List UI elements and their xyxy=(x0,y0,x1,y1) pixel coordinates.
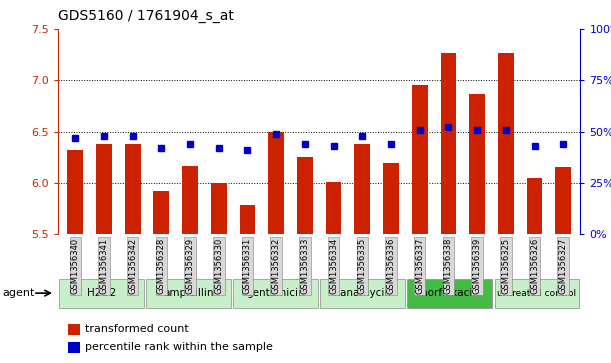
Bar xyxy=(240,205,255,234)
Bar xyxy=(297,157,313,234)
Text: GSM1356334: GSM1356334 xyxy=(329,238,338,294)
Bar xyxy=(498,53,514,234)
Text: GSM1356335: GSM1356335 xyxy=(358,238,367,294)
Text: GSM1356340: GSM1356340 xyxy=(71,238,80,294)
Text: agent: agent xyxy=(2,288,35,298)
Bar xyxy=(211,183,227,234)
Text: GSM1356331: GSM1356331 xyxy=(243,238,252,294)
Text: kanamycin: kanamycin xyxy=(334,288,391,298)
Text: percentile rank within the sample: percentile rank within the sample xyxy=(85,342,273,352)
Text: GSM1356328: GSM1356328 xyxy=(157,238,166,294)
Text: untreated control: untreated control xyxy=(497,289,577,298)
Text: GSM1356337: GSM1356337 xyxy=(415,238,424,294)
Text: norfloxacin: norfloxacin xyxy=(421,288,479,298)
Bar xyxy=(268,131,284,234)
FancyBboxPatch shape xyxy=(408,279,492,307)
Text: GSM1356325: GSM1356325 xyxy=(501,238,510,294)
Text: GSM1356336: GSM1356336 xyxy=(387,238,395,294)
Text: GSM1356326: GSM1356326 xyxy=(530,238,539,294)
Bar xyxy=(555,167,571,234)
Text: H2O2: H2O2 xyxy=(87,288,116,298)
Bar xyxy=(68,342,80,353)
Bar xyxy=(383,163,399,234)
Bar xyxy=(326,182,342,234)
Bar xyxy=(182,167,198,234)
Text: GSM1356330: GSM1356330 xyxy=(214,238,223,294)
Text: GSM1356327: GSM1356327 xyxy=(558,238,568,294)
Text: GSM1356341: GSM1356341 xyxy=(100,238,109,294)
Bar xyxy=(527,178,543,234)
Text: GSM1356339: GSM1356339 xyxy=(473,238,481,294)
Text: GSM1356342: GSM1356342 xyxy=(128,238,137,294)
Text: GSM1356329: GSM1356329 xyxy=(186,238,194,294)
Bar xyxy=(412,85,428,234)
FancyBboxPatch shape xyxy=(320,279,405,307)
Bar xyxy=(153,191,169,234)
Bar xyxy=(68,324,80,335)
Text: GSM1356333: GSM1356333 xyxy=(301,238,309,294)
Bar xyxy=(125,144,141,234)
Text: GSM1356338: GSM1356338 xyxy=(444,238,453,294)
FancyBboxPatch shape xyxy=(146,279,231,307)
Text: transformed count: transformed count xyxy=(85,324,189,334)
Text: GDS5160 / 1761904_s_at: GDS5160 / 1761904_s_at xyxy=(58,9,234,23)
Bar xyxy=(469,94,485,234)
Text: GSM1356332: GSM1356332 xyxy=(272,238,280,294)
Bar xyxy=(67,150,83,234)
FancyBboxPatch shape xyxy=(59,279,144,307)
Bar xyxy=(441,53,456,234)
Bar xyxy=(96,144,112,234)
Text: gentamicin: gentamicin xyxy=(246,288,305,298)
Bar xyxy=(354,144,370,234)
FancyBboxPatch shape xyxy=(494,279,579,307)
Text: ampicillin: ampicillin xyxy=(163,288,214,298)
FancyBboxPatch shape xyxy=(233,279,318,307)
